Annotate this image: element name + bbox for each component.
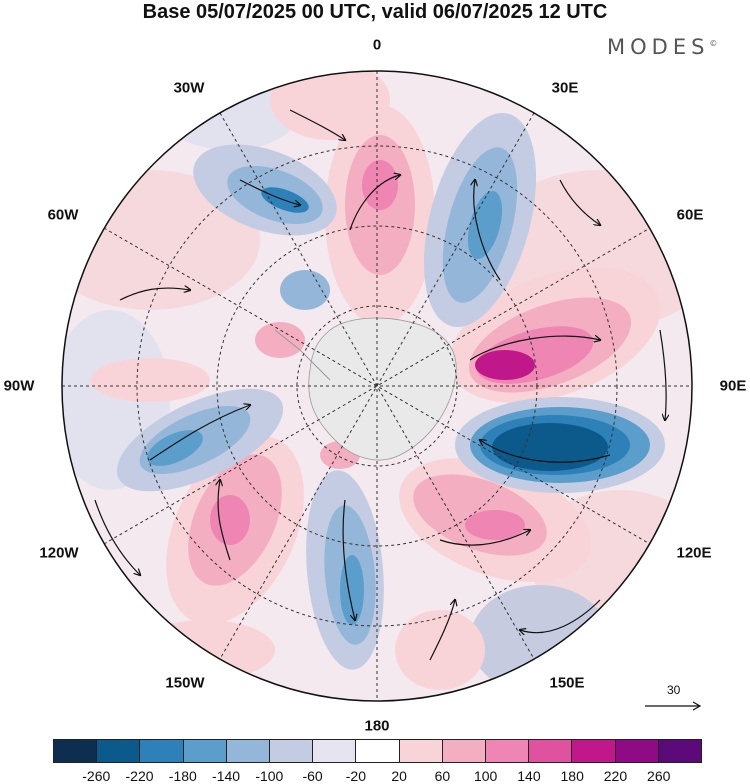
lon-label-120e: 120E bbox=[676, 544, 712, 562]
colorbar-swatch bbox=[615, 740, 659, 762]
colorbar-tick-label: -260 bbox=[82, 768, 111, 784]
colorbar-tick-label: 220 bbox=[603, 768, 628, 784]
colorbar-swatch bbox=[572, 740, 616, 762]
colorbar-tick-label: -20 bbox=[345, 768, 366, 784]
colorbar-swatch bbox=[399, 740, 443, 762]
colorbar-tick-label: -220 bbox=[125, 768, 154, 784]
colorbar-swatch bbox=[183, 740, 227, 762]
lon-label-60e: 60E bbox=[676, 206, 704, 224]
colorbar-swatch bbox=[529, 740, 573, 762]
anomaly-field bbox=[62, 71, 692, 701]
colorbar-swatch bbox=[97, 740, 141, 762]
colorbar-tick-label: -60 bbox=[302, 768, 323, 784]
colorbar-tick-label: 20 bbox=[391, 768, 407, 784]
colorbar-tick-label: -100 bbox=[255, 768, 284, 784]
colorbar-swatch bbox=[54, 740, 98, 762]
colorbar-tick-label: 260 bbox=[647, 768, 671, 784]
lon-label-180: 180 bbox=[364, 717, 390, 735]
colorbar-swatch bbox=[270, 740, 314, 762]
colorbar-tick-label: -140 bbox=[212, 768, 241, 784]
map-boundary bbox=[61, 70, 693, 702]
reference-vector-label: 30 bbox=[667, 683, 681, 697]
colorbar-swatch bbox=[356, 740, 400, 762]
colorbar-swatch bbox=[140, 740, 184, 762]
lon-label-30e: 30E bbox=[551, 79, 579, 97]
map-title: Base 05/07/2025 00 UTC, valid 06/07/2025… bbox=[142, 1, 608, 23]
colorbar-swatch bbox=[442, 740, 487, 762]
colorbar-swatch bbox=[313, 740, 357, 762]
lon-label-60w: 60W bbox=[47, 206, 79, 224]
lon-label-150e: 150E bbox=[549, 674, 585, 692]
lon-label-30w: 30W bbox=[173, 79, 205, 97]
colorbar-tick-label: 140 bbox=[517, 768, 541, 784]
colorbar-swatch bbox=[658, 740, 702, 762]
lon-label-90e: 90E bbox=[719, 377, 747, 395]
lon-label-90w: 90W bbox=[3, 377, 35, 395]
reference-vector-arrow bbox=[645, 701, 702, 711]
colorbar-swatch bbox=[486, 740, 530, 762]
lon-label-150w: 150W bbox=[165, 674, 205, 692]
wind-streamlines bbox=[94, 109, 666, 661]
colorbar-swatch bbox=[226, 740, 271, 762]
lon-label-0: 0 bbox=[372, 36, 382, 54]
lon-label-120w: 120W bbox=[39, 544, 79, 562]
colorbar-tick-label: 100 bbox=[473, 768, 498, 784]
modes-logo: MODES© bbox=[607, 35, 718, 59]
colorbar-tick-label: 60 bbox=[434, 768, 451, 784]
colorbar bbox=[53, 739, 702, 763]
graticule bbox=[62, 71, 692, 701]
colorbar-tick-label: 180 bbox=[560, 768, 584, 784]
colorbar-tick-label: -180 bbox=[168, 768, 197, 784]
